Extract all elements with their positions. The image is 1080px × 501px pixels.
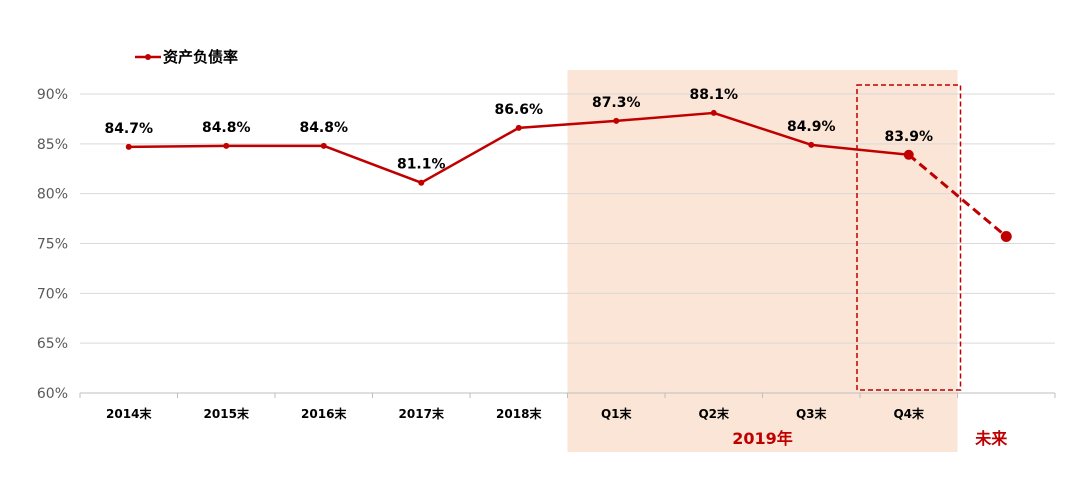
y-tick-label: 85% bbox=[37, 137, 68, 153]
series-line-projection bbox=[907, 153, 1008, 238]
x-tick-label: Q1末 bbox=[601, 406, 633, 421]
data-point bbox=[710, 109, 717, 116]
data-point bbox=[808, 141, 815, 148]
highlight-region-2019 bbox=[567, 70, 958, 452]
y-tick-label: 60% bbox=[37, 386, 68, 402]
data-label: 83.9% bbox=[884, 129, 933, 145]
data-point bbox=[903, 149, 914, 160]
group-label-2019: 2019年 bbox=[732, 429, 793, 448]
x-tick-label: 2015末 bbox=[204, 406, 250, 421]
data-point bbox=[515, 124, 522, 131]
y-tick-label: 70% bbox=[37, 286, 68, 302]
data-label: 84.9% bbox=[787, 119, 836, 135]
future-label: 未来 bbox=[974, 429, 1008, 448]
data-point bbox=[320, 142, 327, 149]
legend-marker-icon bbox=[145, 54, 151, 60]
x-tick-label: Q3末 bbox=[796, 406, 828, 421]
legend: 资产负债率 bbox=[135, 48, 238, 66]
x-tick-labels: 2014末 2015末 2016末 2017末 2018末 Q1末 Q2末 Q3末 Q4末 bbox=[106, 406, 925, 421]
data-point bbox=[613, 117, 620, 124]
gridlines bbox=[80, 93, 1055, 344]
x-axis bbox=[79, 392, 1056, 398]
x-tick-label: 2018末 bbox=[496, 406, 542, 421]
x-tick-label: Q2末 bbox=[698, 406, 730, 421]
data-label: 84.8% bbox=[299, 120, 348, 136]
y-tick-label: 80% bbox=[37, 187, 68, 203]
data-label: 86.6% bbox=[494, 102, 543, 118]
data-label: 81.1% bbox=[397, 157, 446, 173]
data-labels: 84.7% 84.8% 84.8% 81.1% 86.6% 87.3% 88.1% 84.9%… bbox=[104, 87, 933, 173]
data-points bbox=[125, 109, 1012, 243]
legend-label: 资产负债率 bbox=[163, 48, 238, 66]
x-tick-label: 2016末 bbox=[301, 406, 347, 421]
x-tick-label: Q4末 bbox=[893, 406, 925, 421]
x-tick-label: 2014末 bbox=[106, 406, 152, 421]
data-label: 87.3% bbox=[592, 95, 641, 111]
data-point bbox=[223, 142, 230, 149]
data-label: 84.7% bbox=[104, 121, 153, 137]
y-tick-label: 90% bbox=[37, 87, 68, 103]
q4-dashed-box bbox=[856, 84, 962, 391]
projection-end-point bbox=[1000, 231, 1012, 243]
x-tick-label: 2017末 bbox=[399, 406, 445, 421]
y-tick-label: 65% bbox=[37, 336, 68, 352]
data-point bbox=[125, 143, 132, 150]
data-point bbox=[418, 179, 425, 186]
y-tick-label: 75% bbox=[37, 237, 68, 253]
data-label: 88.1% bbox=[689, 87, 738, 103]
y-axis-ticks: 60% 65% 70% 75% 80% 85% 90% bbox=[37, 87, 68, 402]
data-label: 84.8% bbox=[202, 120, 251, 136]
